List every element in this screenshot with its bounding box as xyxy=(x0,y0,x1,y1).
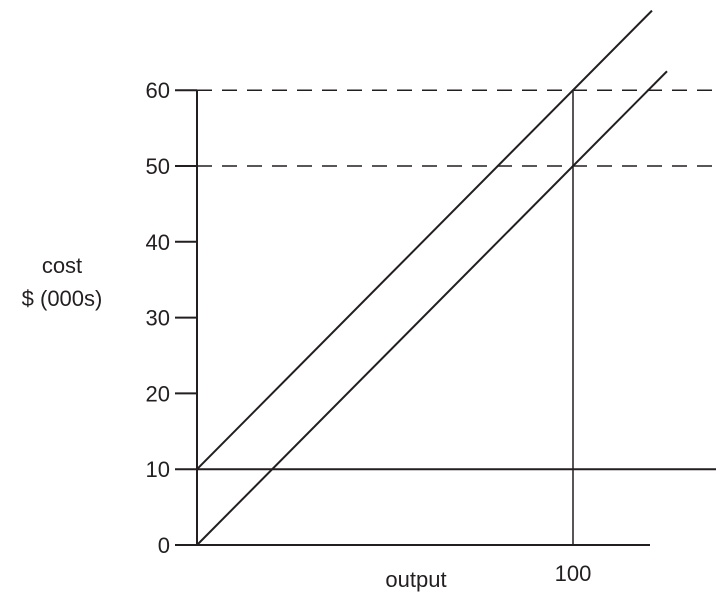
y-tick-label-40: 40 xyxy=(146,230,170,255)
labels: cost $ (000s) output 100 xyxy=(22,253,592,592)
x-tick-label-100: 100 xyxy=(555,561,592,586)
y-tick-label-0: 0 xyxy=(158,533,170,558)
y-tick-label-10: 10 xyxy=(146,457,170,482)
total-cost-line xyxy=(196,9,653,470)
y-axis-label-line-1: cost xyxy=(42,253,82,278)
guide-lines xyxy=(197,89,716,545)
y-tick-label-30: 30 xyxy=(146,306,170,331)
series-lines xyxy=(196,9,716,546)
y-ticks: 0 10 20 30 40 50 60 xyxy=(146,78,197,558)
x-axis-label: output xyxy=(385,567,446,592)
y-tick-label-20: 20 xyxy=(146,381,170,406)
variable-cost-line xyxy=(196,70,668,546)
y-axis-label-line-2: $ (000s) xyxy=(22,286,103,311)
y-tick-label-60: 60 xyxy=(146,78,170,103)
y-tick-label-50: 50 xyxy=(146,154,170,179)
